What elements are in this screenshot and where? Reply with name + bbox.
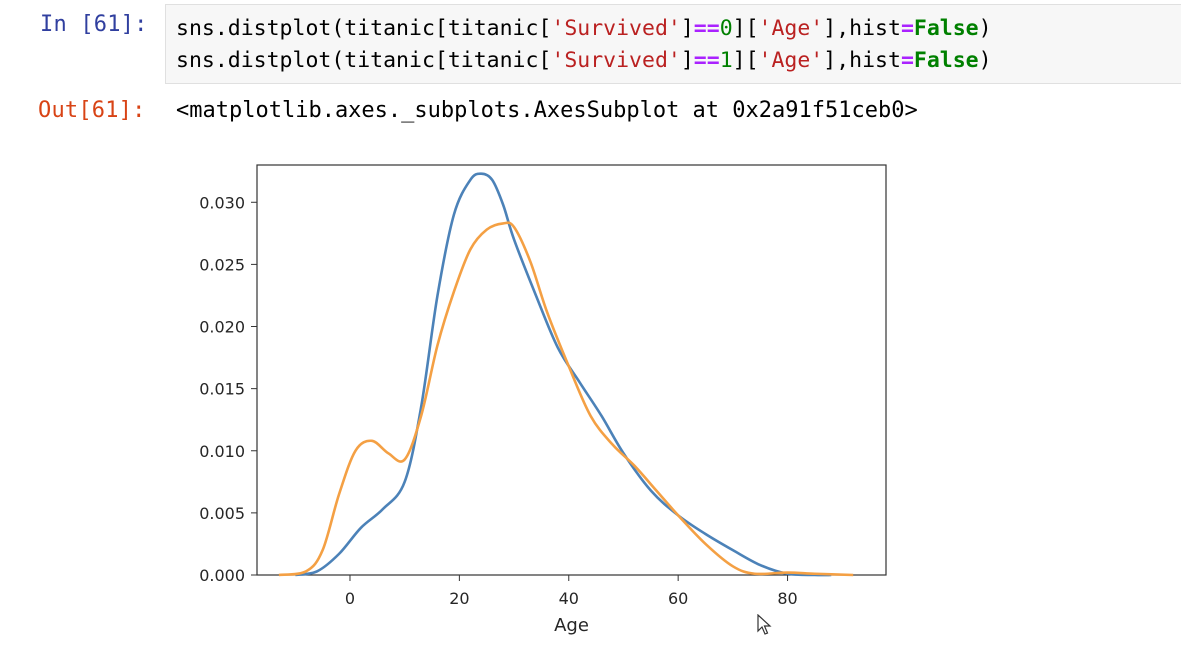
x-axis-label: Age	[554, 615, 589, 636]
y-tick-label: 0.020	[199, 318, 245, 337]
x-tick-label: 0	[345, 589, 355, 608]
out-prompt: Out[61]:	[38, 98, 146, 123]
x-tick-label: 80	[777, 589, 797, 608]
y-tick-label: 0.030	[199, 193, 245, 212]
code-editor[interactable]: sns.distplot(titanic[titanic['Survived']…	[176, 13, 992, 77]
kde-line-survived-1	[278, 221, 854, 577]
y-tick-label: 0.015	[199, 380, 245, 399]
x-tick-label: 20	[449, 589, 469, 608]
in-prompt: In [61]:	[40, 12, 148, 37]
y-tick-label: 0.025	[199, 255, 245, 274]
mouse-cursor-icon	[757, 614, 772, 635]
x-tick-label: 40	[559, 589, 579, 608]
y-tick-label: 0.010	[199, 442, 245, 461]
output-text: <matplotlib.axes._subplots.AxesSubplot a…	[176, 98, 918, 123]
y-tick-label: 0.005	[199, 504, 245, 523]
code-line-2: sns.distplot(titanic[titanic['Survived']…	[176, 48, 992, 73]
y-tick-label: 0.000	[199, 566, 245, 585]
kde-line-survived-0	[295, 172, 832, 577]
x-tick-label: 60	[668, 589, 688, 608]
code-input-area[interactable]: sns.distplot(titanic[titanic['Survived']…	[165, 4, 1181, 84]
code-line-1: sns.distplot(titanic[titanic['Survived']…	[176, 16, 992, 41]
